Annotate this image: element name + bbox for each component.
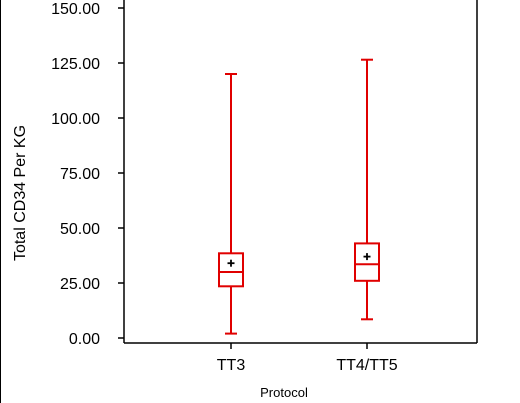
- y-tick-label: 50.00: [60, 221, 100, 238]
- plot-frame: [123, 0, 478, 344]
- x-tick-label: TT4/TT5: [336, 357, 397, 374]
- y-tick-label: 125.00: [51, 56, 100, 73]
- y-tick-label: 0.00: [69, 331, 100, 348]
- y-axis-title: Total CD34 Per KG: [12, 125, 29, 261]
- x-axis-ticks: TT3 TT4/TT5: [217, 343, 398, 374]
- y-tick-label: 100.00: [51, 111, 100, 128]
- y-axis-ticks: 0.00 25.00 50.00 75.00 100.00 125.00 150.00: [51, 1, 124, 348]
- interquartile-box: [218, 252, 244, 288]
- box-series: [218, 58, 380, 335]
- x-axis-title: Protocol: [260, 385, 308, 400]
- x-tick-label: TT3: [217, 357, 246, 374]
- interquartile-box: [354, 242, 380, 282]
- y-tick-label: 25.00: [60, 276, 100, 293]
- box-tt3: [218, 73, 244, 335]
- y-tick-label: 150.00: [51, 1, 100, 18]
- box-tt4-tt5: [354, 58, 380, 321]
- y-tick-label: 75.00: [60, 166, 100, 183]
